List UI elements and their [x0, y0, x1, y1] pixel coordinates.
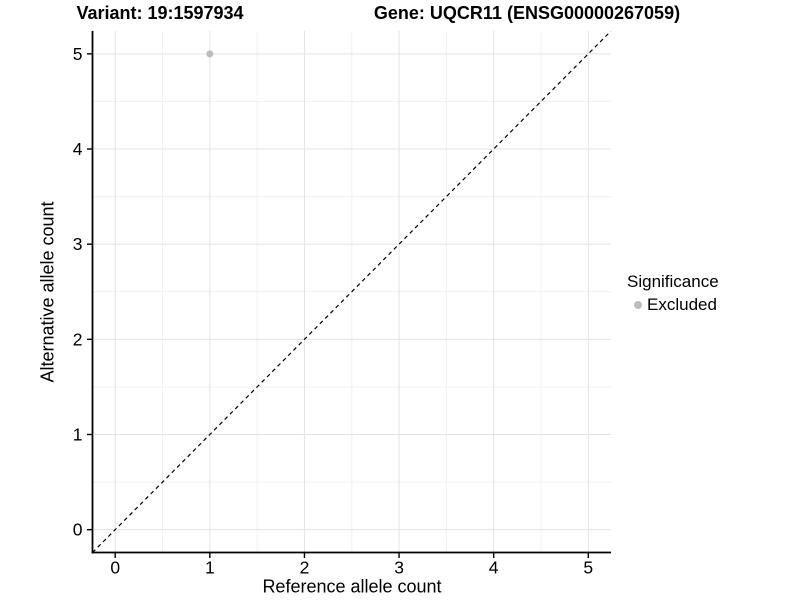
y-tick-label: 2: [73, 329, 83, 349]
x-tick-label: 3: [394, 558, 404, 578]
identity-dashed-line: [92, 31, 611, 553]
y-tick-label: 4: [73, 139, 83, 159]
y-tick-label: 3: [73, 234, 83, 254]
y-tick-label: 5: [73, 44, 83, 64]
x-tick-label: 5: [583, 558, 593, 578]
x-tick-label: 4: [489, 558, 499, 578]
y-tick-label: 0: [73, 520, 83, 540]
plot-title-variant: Variant: 19:1597934: [76, 3, 244, 23]
legend-title: Significance: [627, 272, 719, 291]
x-tick-label: 0: [110, 558, 120, 578]
legend-point-icon: [634, 301, 642, 309]
legend-entry-excluded: Excluded: [634, 295, 719, 315]
legend-entry-label: Excluded: [647, 295, 717, 314]
y-tick-label: 1: [73, 424, 83, 444]
plot-title-gene: Gene: UQCR11 (ENSG00000267059): [373, 3, 681, 23]
x-tick-label: 2: [300, 558, 310, 578]
data-point: [206, 50, 214, 58]
y-axis-title: Alternative allele count: [37, 201, 58, 383]
x-tick-label: 1: [205, 558, 215, 578]
legend: Significance Excluded: [627, 272, 719, 315]
x-axis-title: Reference allele count: [262, 576, 442, 597]
